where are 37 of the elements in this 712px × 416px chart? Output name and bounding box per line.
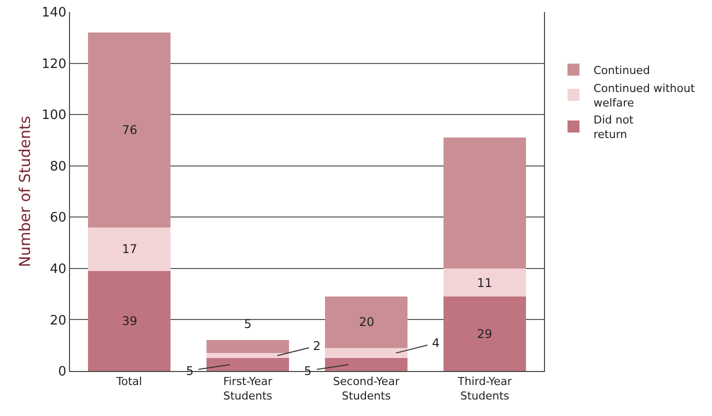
data-label: 39 — [122, 314, 138, 328]
bar — [443, 268, 526, 297]
y-tick-label: 60 — [50, 210, 66, 226]
data-label: 2 — [313, 339, 321, 353]
data-label: 11 — [477, 276, 492, 290]
data-label: 4 — [432, 336, 440, 350]
y-tick-label: 100 — [42, 108, 66, 124]
bar — [206, 340, 290, 354]
legend-label: Continued — [593, 64, 650, 77]
y-tick-label: 40 — [50, 262, 66, 277]
y-tick-label: 80 — [50, 159, 66, 174]
data-label: 29 — [477, 327, 492, 341]
bar — [88, 32, 171, 228]
y-tick-label: 0 — [58, 364, 66, 380]
bar — [206, 358, 290, 371]
bar — [324, 296, 408, 348]
data-label: 17 — [122, 242, 138, 256]
x-tick-label: Total — [115, 375, 142, 388]
data-label: 20 — [359, 315, 374, 329]
y-tick-label: 140 — [42, 6, 66, 21]
bar — [324, 348, 408, 358]
bar — [88, 227, 171, 271]
x-tick-label: First-Year Students — [223, 375, 273, 402]
data-label: 5 — [244, 317, 252, 331]
y-tick-label: 20 — [50, 313, 66, 328]
bar — [443, 296, 526, 371]
legend-label: Did not return — [593, 114, 634, 141]
y-axis-title: Number of Students — [16, 116, 34, 268]
data-label: 76 — [122, 123, 138, 137]
x-tick-label: Second-Year Students — [333, 375, 400, 402]
bar — [324, 358, 408, 371]
bar — [443, 138, 526, 268]
x-tick-label: Third-Year Students — [456, 375, 512, 402]
legend-label: Continued without welfare — [593, 82, 696, 110]
y-tick-label: 120 — [42, 56, 66, 72]
bar — [206, 353, 290, 358]
bar — [88, 270, 171, 371]
